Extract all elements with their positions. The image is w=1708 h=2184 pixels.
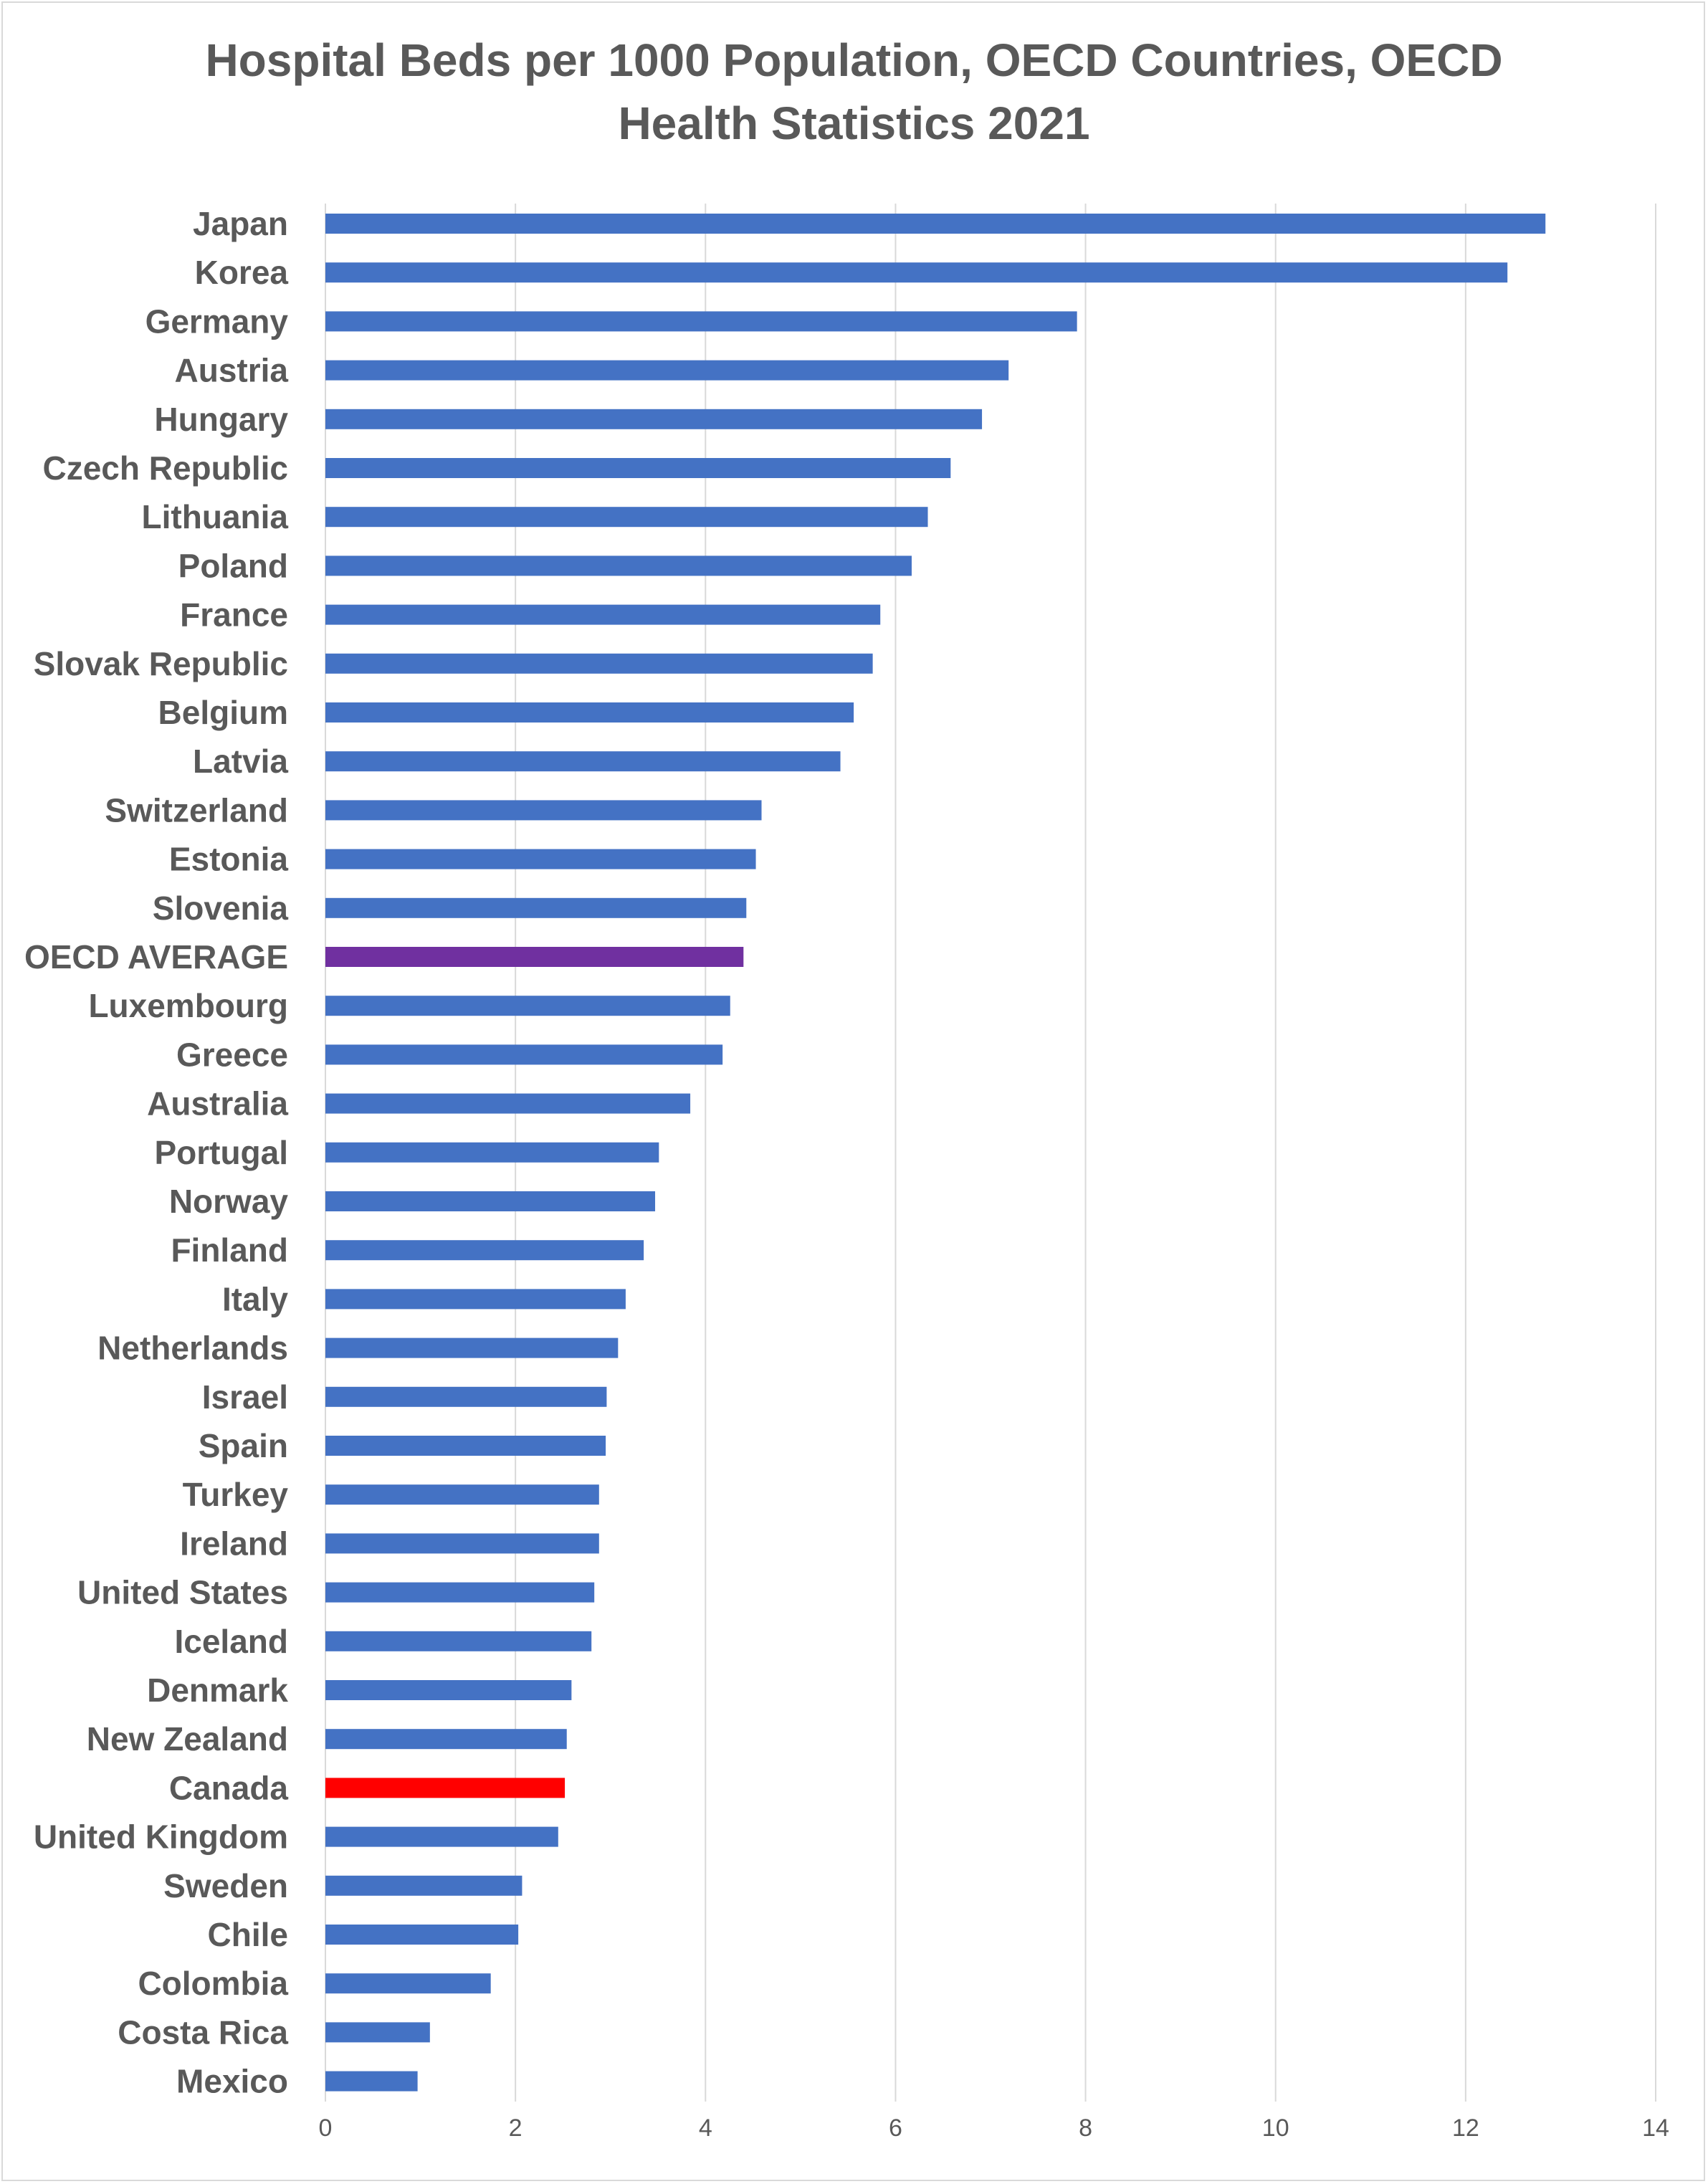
bar-luxembourg <box>325 996 730 1016</box>
category-label: Belgium <box>158 694 288 731</box>
bar-finland <box>325 1240 644 1261</box>
bar-israel <box>325 1386 607 1407</box>
bar-spain <box>325 1436 606 1456</box>
category-label: Slovak Republic <box>34 645 288 682</box>
bar-united-states <box>325 1582 595 1603</box>
bar-belgium <box>325 702 854 723</box>
x-tick-label: 0 <box>319 2114 333 2142</box>
bar-austria <box>325 360 1009 381</box>
bar-slovenia <box>325 897 747 918</box>
category-label: Australia <box>147 1085 288 1122</box>
bars <box>325 214 1546 2092</box>
category-label: Austria <box>175 352 289 389</box>
bar-colombia <box>325 1973 491 1994</box>
category-label: Switzerland <box>105 791 288 829</box>
category-label: Estonia <box>169 841 289 878</box>
bar-france <box>325 604 881 625</box>
bar-estonia <box>325 849 756 869</box>
bar-mexico <box>325 2071 418 2092</box>
category-label: Poland <box>178 547 288 584</box>
x-tick-label: 6 <box>889 2114 902 2142</box>
bar-norway <box>325 1191 656 1211</box>
category-label: Slovenia <box>153 890 289 927</box>
category-label: Colombia <box>138 1965 288 2002</box>
chart-title: Hospital Beds per 1000 Population, OECD … <box>0 29 1708 155</box>
category-label: United States <box>77 1574 288 1611</box>
bar-oecd-average <box>325 947 744 967</box>
category-label: Iceland <box>174 1623 288 1660</box>
chart-title-line-2: Health Statistics 2021 <box>618 97 1090 149</box>
x-axis-ticks: 0 2 4 6 8 10 12 14 <box>319 2114 1669 2142</box>
bar-hungary <box>325 409 983 429</box>
category-label: United Kingdom <box>34 1818 288 1856</box>
category-label: Finland <box>171 1231 288 1269</box>
category-label: Czech Republic <box>42 449 288 487</box>
bar-iceland <box>325 1631 592 1651</box>
x-tick-label: 4 <box>699 2114 712 2142</box>
x-tick-label: 8 <box>1079 2114 1092 2142</box>
bar-czech-republic <box>325 458 951 478</box>
category-label: Portugal <box>154 1134 288 1171</box>
category-label: France <box>180 596 288 634</box>
bar-lithuania <box>325 507 928 528</box>
category-label: Luxembourg <box>88 987 288 1024</box>
category-labels: Japan Korea Germany Austria Hungary Czech Rep… <box>24 205 288 2100</box>
category-label: Germany <box>145 302 289 340</box>
bar-portugal <box>325 1142 659 1163</box>
category-label: New Zealand <box>87 1720 288 1758</box>
bar-germany <box>325 311 1077 332</box>
x-tick-label: 14 <box>1642 2114 1669 2142</box>
bar-netherlands <box>325 1337 619 1358</box>
bar-italy <box>325 1289 626 1310</box>
bar-switzerland <box>325 800 762 821</box>
bar-poland <box>325 555 912 576</box>
chart-title-line-1: Hospital Beds per 1000 Population, OECD … <box>205 34 1503 86</box>
bar-sweden <box>325 1875 523 1896</box>
category-label: Greece <box>176 1036 288 1073</box>
category-label: Sweden <box>163 1867 288 1904</box>
bar-chile <box>325 1925 519 1945</box>
category-label: Mexico <box>176 2063 288 2100</box>
bar-costa-rica <box>325 2022 430 2043</box>
bar-greece <box>325 1044 723 1065</box>
category-label: Japan <box>193 205 288 242</box>
bar-latvia <box>325 751 841 772</box>
category-label: Hungary <box>154 401 288 438</box>
category-label: OECD AVERAGE <box>24 938 288 976</box>
category-label: Latvia <box>193 743 288 780</box>
x-tick-label: 10 <box>1262 2114 1289 2142</box>
category-label: Ireland <box>180 1525 288 1562</box>
category-label: Denmark <box>147 1672 288 1709</box>
category-label: Italy <box>222 1280 288 1317</box>
category-label: Canada <box>169 1769 289 1806</box>
category-label: Turkey <box>183 1476 289 1513</box>
bar-korea <box>325 262 1508 283</box>
bar-canada <box>325 1778 566 1798</box>
x-tick-label: 12 <box>1452 2114 1479 2142</box>
bar-turkey <box>325 1484 599 1505</box>
category-label: Lithuania <box>142 498 289 535</box>
bar-slovak-republic <box>325 653 873 674</box>
bar-ireland <box>325 1533 599 1554</box>
category-label: Spain <box>199 1427 288 1464</box>
category-label: Netherlands <box>97 1330 288 1367</box>
bar-new-zealand <box>325 1729 567 1750</box>
category-label: Korea <box>195 254 289 291</box>
bar-denmark <box>325 1680 572 1700</box>
category-label: Israel <box>202 1378 288 1416</box>
category-label: Costa Rica <box>118 2013 288 2051</box>
bar-australia <box>325 1093 691 1114</box>
bar-united-kingdom <box>325 1826 558 1847</box>
bar-japan <box>325 214 1546 234</box>
category-label: Norway <box>169 1183 289 1220</box>
x-tick-label: 2 <box>509 2114 523 2142</box>
category-label: Chile <box>208 1916 288 1953</box>
